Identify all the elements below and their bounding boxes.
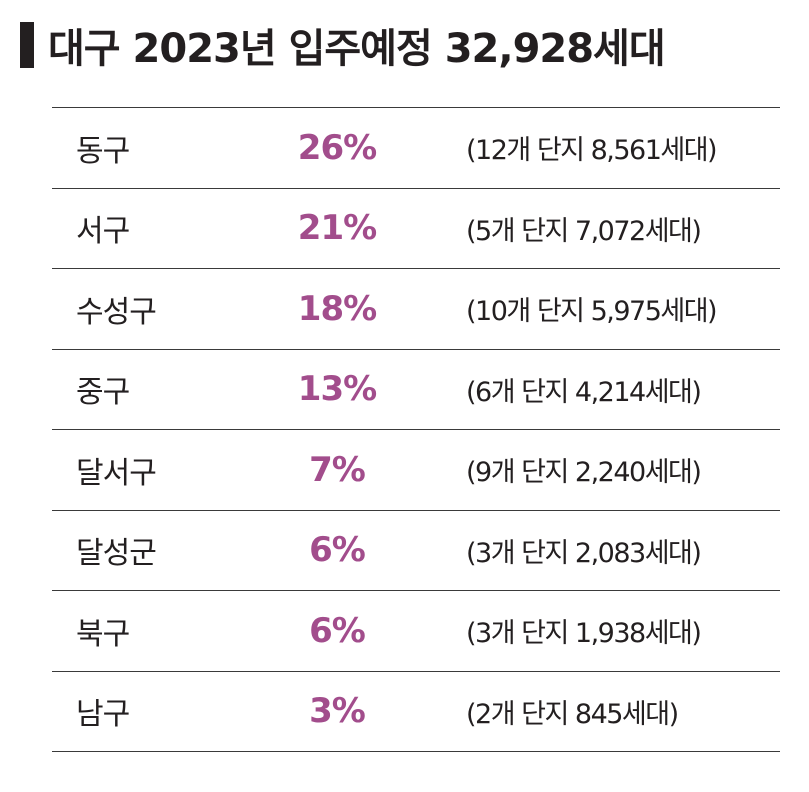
district-name: 서구 <box>76 214 130 250</box>
table-row: 달서구 7% (9개 단지 2,240세대) <box>52 430 780 511</box>
table-row: 서구 21% (5개 단지 7,072세대) <box>52 189 780 269</box>
percent-value: 6% <box>309 610 366 651</box>
table-row: 남구 3% (2개 단지 845세대) <box>52 672 780 752</box>
table-row: 수성구 18% (10개 단지 5,975세대) <box>52 269 780 350</box>
complex-household-detail: (12개 단지 8,561세대) <box>466 135 718 167</box>
table-row: 달성군 6% (3개 단지 2,083세대) <box>52 511 780 591</box>
complex-household-detail: (9개 단지 2,240세대) <box>466 457 702 489</box>
table-row: 중구 13% (6개 단지 4,214세대) <box>52 350 780 430</box>
complex-household-detail: (6개 단지 4,214세대) <box>466 376 702 408</box>
complex-household-detail: (3개 단지 2,083세대) <box>466 537 702 569</box>
data-table: 동구 26% (12개 단지 8,561세대) 서구 21% (5개 단지 7,072세대… <box>52 107 780 752</box>
complex-household-detail: (2개 단지 845세대) <box>466 698 679 730</box>
complex-household-detail: (10개 단지 5,975세대) <box>466 296 718 328</box>
district-name: 수성구 <box>76 294 157 330</box>
complex-household-detail: (5개 단지 7,072세대) <box>466 215 702 247</box>
percent-value: 13% <box>297 369 377 410</box>
district-name: 북구 <box>76 616 130 652</box>
table-row: 동구 26% (12개 단지 8,561세대) <box>52 108 780 189</box>
table-row: 북구 6% (3개 단지 1,938세대) <box>52 591 780 672</box>
percent-value: 18% <box>297 288 377 329</box>
complex-household-detail: (3개 단지 1,938세대) <box>466 618 702 650</box>
percent-value: 7% <box>309 449 366 490</box>
district-name: 달성군 <box>76 536 157 572</box>
percent-value: 3% <box>309 691 366 732</box>
percent-value: 26% <box>297 127 377 168</box>
district-name: 중구 <box>76 375 130 411</box>
percent-value: 21% <box>297 208 377 249</box>
district-name: 달서구 <box>76 455 157 491</box>
percent-value: 6% <box>309 530 366 571</box>
district-name: 동구 <box>76 133 130 169</box>
district-name: 남구 <box>76 697 130 733</box>
title-bar-marker <box>20 22 34 68</box>
chart-header: 대구 2023년 입주예정 32,928세대 <box>20 17 666 73</box>
chart-title: 대구 2023년 입주예정 32,928세대 <box>48 26 666 72</box>
